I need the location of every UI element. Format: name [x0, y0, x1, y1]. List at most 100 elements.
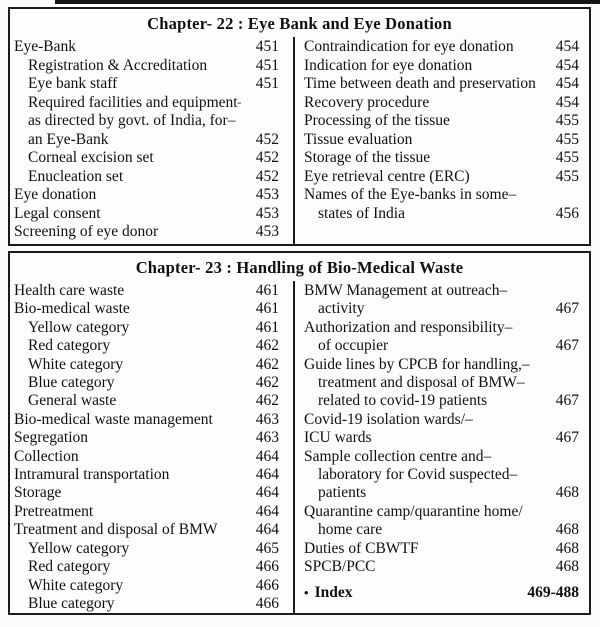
- toc-entry: treatment and disposal of BMW–: [304, 374, 579, 392]
- toc-entry-page: 451: [255, 56, 279, 74]
- toc-entry-label: White category: [28, 355, 124, 373]
- toc-entry: BMW Management at outreach–: [304, 282, 579, 300]
- toc-entry: Bio-medical waste 461: [14, 300, 279, 318]
- toc-entry: Yellow category 461: [14, 319, 279, 337]
- toc-entry-page: 465: [255, 539, 279, 557]
- toc-entry-page: 455: [555, 130, 579, 148]
- toc-entry-page: 453: [255, 204, 279, 222]
- toc-entry-page: 467: [555, 392, 579, 410]
- toc-entry-label: Processing of the tissue: [304, 112, 450, 129]
- chapter-22-title: Chapter- 22 : Eye Bank and Eye Donation: [147, 14, 452, 33]
- toc-entry-page: 452: [255, 149, 279, 166]
- toc-entry: Authorization and responsibility–: [304, 319, 579, 337]
- toc-entry-page: 464: [255, 502, 279, 520]
- toc-entry: Registration & Accreditation 451: [14, 57, 279, 76]
- toc-entry-label: Blue category: [28, 374, 115, 392]
- toc-entry-page: 462: [255, 355, 279, 373]
- toc-entry-page: 453: [255, 186, 279, 203]
- toc-entry: Pretreatment 464: [14, 503, 279, 521]
- toc-entry-label: Eye retrieval centre (ERC): [304, 167, 470, 185]
- toc-entry-label: activity: [318, 300, 365, 318]
- toc-entry-page: 451: [255, 75, 279, 92]
- toc-entry-label: Collection: [14, 447, 79, 465]
- toc-entry-label: Bio-medical waste management: [14, 410, 213, 428]
- toc-entry-label: Guide lines by CPCB for handling,–: [304, 355, 530, 373]
- toc-entry-label: Names of the Eye-banks in some–: [304, 186, 517, 203]
- toc-entry-label: Duties of CBWTF: [304, 539, 419, 557]
- toc-entry-label: Blue category: [28, 594, 115, 612]
- toc-entry-page: 454: [555, 75, 579, 92]
- toc-entry-page: 468: [555, 558, 579, 576]
- toc-entry-page: 466: [255, 576, 279, 594]
- toc-entry: Quarantine camp/quarantine home/: [304, 503, 579, 521]
- toc-entry: White category 466: [14, 577, 279, 595]
- toc-entry-label: as directed by govt. of India, for–: [28, 112, 236, 129]
- toc-entry-page: 461: [255, 318, 279, 336]
- scan-edge-line: [55, 0, 600, 4]
- toc-entry: • Index 469-488: [304, 584, 579, 602]
- toc-entry-label: Enucleation set: [28, 167, 124, 185]
- chapter-23-right-column: BMW Management at outreach– activity 467 Au…: [293, 281, 589, 613]
- toc-entry: Treatment and disposal of BMW 464: [14, 521, 279, 539]
- toc-entry: Screening of eye donor 453: [14, 223, 279, 242]
- chapter-22-columns: Eye-Bank 451 Registration & Accreditation 4…: [10, 37, 589, 244]
- toc-entry: Indication for eye donation 454: [304, 57, 579, 76]
- toc-entry-label: of occupier: [318, 337, 389, 355]
- toc-entry: Segregation 463: [14, 429, 279, 447]
- toc-entry: Names of the Eye-banks in some–: [304, 186, 579, 205]
- toc-entry-label: Storage of the tissue: [304, 149, 431, 166]
- toc-entry: Recovery procedure 454: [304, 94, 579, 113]
- toc-entry: Duties of CBWTF 468: [304, 540, 579, 558]
- toc-entry-page: 461: [255, 282, 279, 299]
- toc-entry-label: Screening of eye donor: [14, 223, 159, 240]
- toc-entry: Blue category 466: [14, 595, 279, 613]
- toc-entry-page: 467: [555, 429, 579, 447]
- toc-entry: Eye bank staff 451: [14, 75, 279, 94]
- toc-entry: ICU wards 467: [304, 429, 579, 447]
- toc-entry: Red category 462: [14, 337, 279, 355]
- toc-entry-page: 455: [555, 149, 579, 166]
- toc-entry: Covid-19 isolation wards/–: [304, 411, 579, 429]
- toc-entry-label: Yellow category: [28, 318, 130, 336]
- toc-entry-page: 468: [555, 539, 579, 557]
- toc-entry: Legal consent 453: [14, 205, 279, 224]
- toc-entry-label: Eye donation: [14, 186, 97, 203]
- toc-entry: patients 468: [304, 484, 579, 502]
- toc-entry: Health care waste 461: [14, 282, 279, 300]
- toc-entry-label: related to covid-19 patients: [318, 392, 488, 410]
- toc-entry-page: 464: [255, 521, 279, 539]
- toc-entry: Blue category 462: [14, 374, 279, 392]
- toc-entry-page: 454: [555, 56, 579, 74]
- toc-entry: related to covid-19 patients 467: [304, 392, 579, 410]
- toc-entry-label: SPCB/PCC: [304, 558, 376, 576]
- toc-entry: activity 467: [304, 300, 579, 318]
- toc-entry: Tissue evaluation 455: [304, 131, 579, 150]
- toc-entry-page: 468: [555, 521, 579, 539]
- toc-entry-label: Required facilities and equipment–: [28, 93, 241, 111]
- toc-entry-page: 462: [255, 374, 279, 392]
- chapter-22-box: Chapter- 22 : Eye Bank and Eye Donation …: [8, 7, 591, 246]
- toc-entry-page: 452: [255, 130, 279, 148]
- toc-entry-label: Red category: [28, 558, 111, 576]
- toc-entry: Time between death and preservation 454: [304, 75, 579, 94]
- toc-entry: Collection 464: [14, 448, 279, 466]
- toc-entry: SPCB/PCC 468: [304, 558, 579, 576]
- toc-entry: of occupier 467: [304, 337, 579, 355]
- chapter-23-columns: Health care waste 461 Bio-medical waste 461…: [10, 281, 589, 613]
- toc-entry: Bio-medical waste management 463: [14, 411, 279, 429]
- toc-entry-page: 468: [555, 484, 579, 502]
- toc-entry-page: 464: [255, 484, 279, 502]
- toc-entry-label: Recovery procedure: [304, 93, 430, 111]
- toc-entry: home care 468: [304, 521, 579, 539]
- toc-entry: Corneal excision set 452: [14, 149, 279, 168]
- toc-entry-label: an Eye-Bank: [28, 130, 109, 148]
- chapter-22-right-column: Contraindication for eye donation 454 Indi…: [293, 37, 589, 244]
- toc-entry-label: BMW Management at outreach–: [304, 282, 508, 299]
- toc-entry-label: patients: [318, 484, 367, 502]
- toc-entry-label: Eye-Bank: [14, 38, 76, 55]
- chapter-23-left-column: Health care waste 461 Bio-medical waste 461…: [10, 281, 293, 613]
- toc-entry-label: Red category: [28, 337, 111, 355]
- toc-entry-page: 452: [255, 167, 279, 185]
- toc-entry-label: treatment and disposal of BMW–: [318, 374, 525, 392]
- toc-entry-label: Registration & Accreditation: [28, 56, 208, 74]
